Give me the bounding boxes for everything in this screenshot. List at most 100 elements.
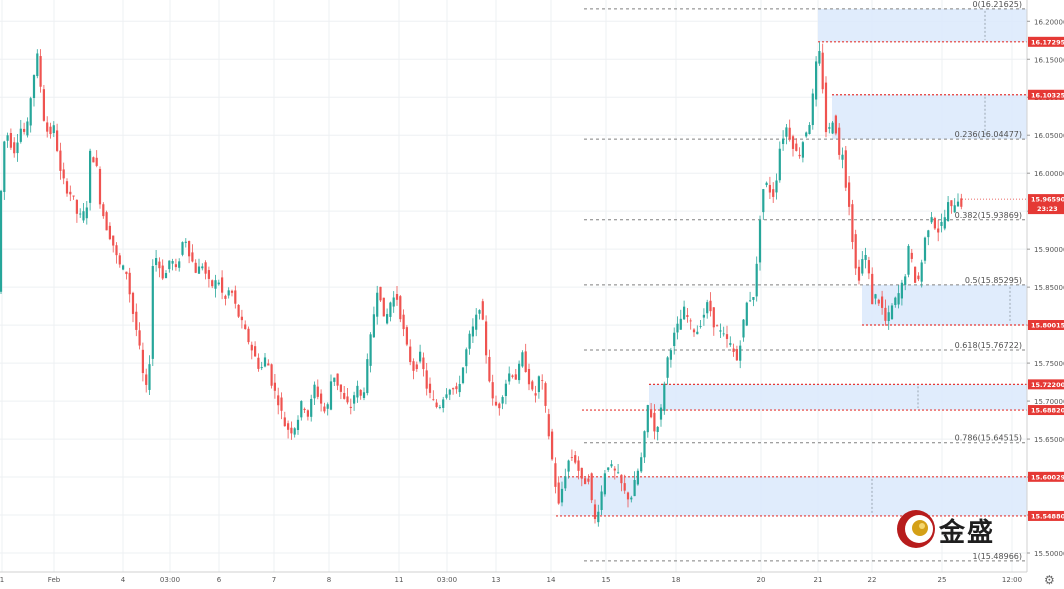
candle-body [696, 331, 699, 335]
candle-body [620, 474, 623, 484]
candle-body [415, 364, 418, 370]
candle-body [260, 367, 263, 369]
candle-body [49, 126, 52, 135]
candle-body [570, 457, 573, 458]
candle-body [161, 265, 164, 279]
candle-body [692, 329, 696, 333]
y-tick-label: 15.90000 [1034, 246, 1064, 254]
gear-icon[interactable]: ⚙ [1044, 573, 1055, 587]
price-tag-label: 15.80015 [1031, 322, 1064, 330]
candle-body [933, 218, 936, 229]
candle-body [326, 404, 329, 409]
candle-body [838, 127, 841, 155]
candle-body [521, 352, 524, 367]
price-tag [1028, 510, 1064, 521]
candle-body [947, 202, 950, 221]
candle-body [181, 242, 184, 255]
candle-body [874, 294, 877, 299]
candle-body [204, 262, 207, 274]
candle-body [339, 384, 342, 392]
candle-body [52, 125, 55, 134]
candle-body [603, 473, 606, 495]
candle-body [877, 299, 880, 304]
candle-body [904, 276, 907, 285]
candle-body [56, 130, 59, 151]
price-tag [1028, 320, 1064, 331]
candle-body [412, 361, 415, 371]
candle-body [399, 296, 402, 320]
candle-body [907, 245, 910, 275]
candle-body [956, 201, 960, 207]
fibonacci-levels: 0(16.21625) 0.236(16.04477) 0.382(15.93869… [584, 0, 1027, 562]
candle-body [494, 401, 498, 406]
candle-body [910, 252, 913, 259]
y-tick-label: 15.65000 [1034, 436, 1064, 444]
candle-body [861, 259, 864, 274]
candle-body [405, 327, 408, 345]
candle-body [584, 478, 587, 485]
candle-body [775, 180, 778, 193]
candle-body [72, 195, 75, 197]
candle-body [778, 148, 781, 181]
candle-body [669, 350, 672, 360]
candle-body [725, 334, 729, 339]
candle-body [16, 142, 19, 154]
candle-body [366, 359, 369, 394]
candle-body [13, 142, 16, 154]
candle-body [801, 142, 804, 158]
candle-body [277, 395, 280, 406]
candle-body [254, 346, 257, 357]
candle-body [112, 235, 115, 246]
candle-body [108, 225, 111, 240]
y-axis: 16.2000016.1500016.1000016.0500016.00000… [1026, 0, 1064, 572]
candle-body [574, 455, 577, 463]
x-axis: 1 Feb 4 03:00 6 7 8 11 03:00 13 14 15 18 20 21 22 25 12:0… [0, 571, 1027, 584]
x-tick-label: 03:00 [160, 576, 180, 584]
candle-body [943, 217, 946, 229]
candle-body [184, 241, 187, 243]
candle-body [46, 122, 49, 132]
candle-body [854, 234, 857, 269]
candle-body [577, 460, 580, 471]
candle-body [491, 382, 494, 399]
candle-body [752, 297, 755, 300]
candle-body [217, 282, 220, 285]
candle-body [656, 426, 659, 432]
candle-body [234, 290, 237, 304]
candle-body [824, 82, 828, 133]
price-tag-label: 16.10325 [1031, 91, 1064, 99]
candle-body [323, 406, 326, 412]
candle-body [745, 302, 748, 326]
candle-body [498, 403, 501, 409]
candle-body [716, 325, 719, 327]
candle-body [36, 53, 39, 77]
candle-body [798, 154, 801, 157]
candle-body [240, 316, 243, 321]
candle-body [851, 204, 854, 243]
y-tick-label: 16.15000 [1034, 56, 1064, 64]
price-tag [1028, 36, 1064, 47]
candle-body [857, 266, 861, 281]
candle-body [844, 150, 847, 188]
candle-body [356, 385, 359, 398]
candle-body [567, 460, 570, 472]
x-tick-label: 4 [121, 576, 126, 584]
x-tick-label: 12:00 [1002, 576, 1022, 584]
candle-body [917, 275, 920, 280]
candle-body [580, 467, 583, 479]
candle-body [438, 407, 441, 408]
x-tick-label: Feb [48, 576, 61, 584]
price-tag [1028, 471, 1064, 482]
zone-box [649, 384, 1027, 411]
candle-body [151, 266, 154, 359]
candle-body [646, 405, 649, 433]
candle-body [29, 98, 32, 126]
candle-body [511, 375, 514, 377]
candle-body [267, 363, 270, 366]
candle-body [92, 157, 95, 163]
candle-body [504, 383, 507, 397]
candle-body [735, 349, 738, 361]
candle-body [409, 346, 412, 363]
candle-body [237, 304, 240, 317]
